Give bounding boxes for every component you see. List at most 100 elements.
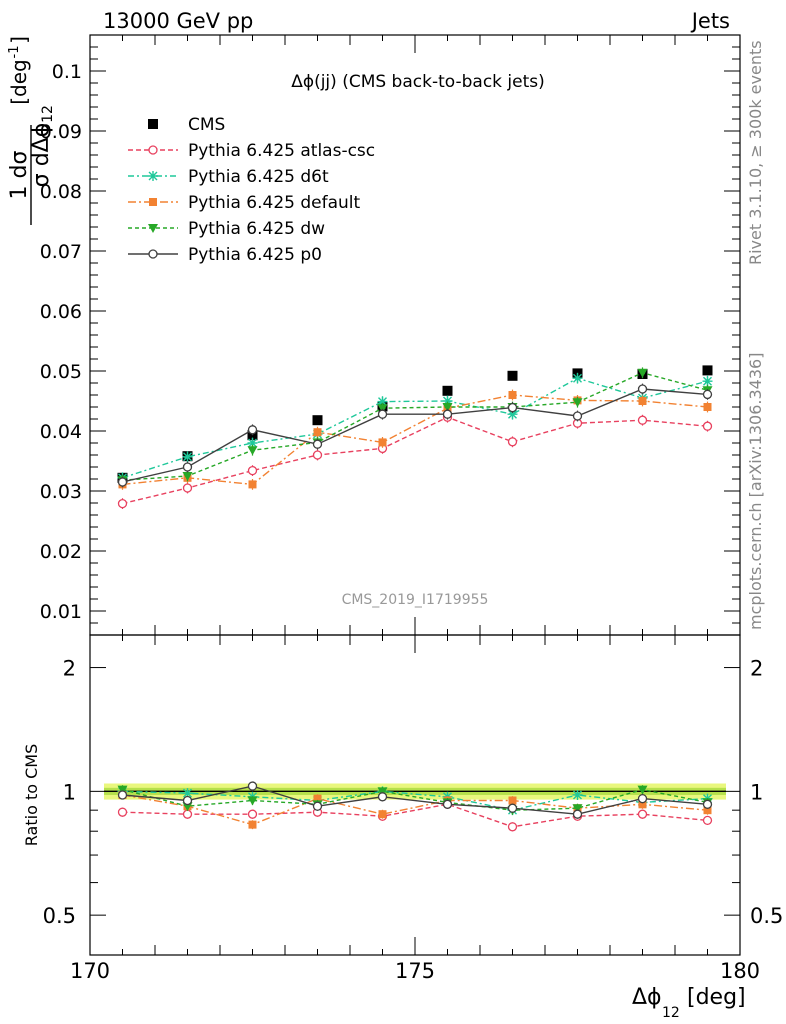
ratio-series-layer [117, 781, 713, 832]
ratio-point-p0 [312, 801, 323, 811]
data-point-default [638, 397, 647, 405]
series-line-default [122, 394, 708, 486]
ratio-line-atlas_csc [122, 803, 708, 828]
ratio-y-tick-label-right: 0.5 [750, 904, 783, 928]
data-point-default [313, 428, 322, 437]
data-point-dw [377, 404, 388, 414]
legend-entry-cms: CMS [148, 115, 225, 135]
x-tick-label: 175 [395, 959, 435, 983]
data-point-default [378, 438, 387, 447]
ratio-point-atlas_csc [182, 809, 193, 819]
ratio-point-atlas_csc [637, 809, 648, 819]
ratio-point-default [313, 794, 322, 803]
legend-marker-p0 [148, 249, 158, 259]
series-default [118, 389, 712, 490]
data-point-d6t [247, 438, 258, 448]
data-point-default [703, 403, 712, 411]
series-line-atlas_csc [122, 416, 708, 505]
x-label-subscript: 12 [662, 1005, 680, 1021]
y-label-exponent: -1 [7, 46, 22, 59]
header-left-label: 13000 GeV pp [103, 9, 253, 33]
data-point-p0 [572, 411, 583, 421]
ratio-point-p0 [117, 790, 128, 800]
data-point-d6t [182, 451, 193, 462]
data-point-p0 [442, 409, 453, 419]
main-y-tick-label: 0.06 [40, 301, 82, 323]
legend-entry-default: Pythia 6.425 default [128, 193, 361, 213]
ratio-uncertainty-band [104, 783, 726, 800]
series-line-dw [122, 372, 708, 481]
data-point-atlas_csc [182, 483, 193, 493]
ratio-point-default [508, 796, 517, 805]
data-point-dw [637, 368, 648, 378]
ratio-line-p0 [122, 785, 708, 815]
ratio-point-atlas_csc [247, 809, 258, 819]
ratio-point-default [638, 800, 647, 809]
ratio-line-dw [122, 788, 708, 811]
legend-entry-dw: Pythia 6.425 dw [128, 219, 325, 239]
ratio-y-tick-label-right: 1 [750, 780, 763, 804]
main-y-tick-label: 0.05 [40, 361, 82, 383]
ratio-y-tick-label: 2 [63, 657, 76, 681]
ratio-point-d6t [572, 789, 583, 800]
ratio-point-atlas_csc [702, 815, 713, 826]
y-label-close-bracket: ] [7, 36, 31, 44]
mcplots-source-label: mcplots.cern.ch [arXiv:1306.3436] [746, 353, 765, 630]
header-right-label: Jets [690, 9, 730, 33]
main-y-tick-label: 0.09 [40, 121, 82, 143]
ratio-point-p0 [702, 799, 713, 809]
ratio-point-dw [377, 787, 388, 797]
data-point-default [508, 391, 517, 399]
data-point-d6t [442, 396, 453, 406]
y-label-denominator: σ dΔϕ [29, 123, 54, 187]
data-point-d6t [702, 376, 713, 387]
ratio-point-default [703, 806, 712, 815]
ratio-point-dw [117, 785, 128, 795]
data-point-p0 [312, 439, 323, 449]
ratio-point-default [248, 820, 257, 829]
ratio-point-dw [572, 804, 583, 814]
ratio-point-dw [637, 785, 648, 795]
main-y-axis-label: 1 dσ σ dΔϕ 12 [deg -1 ] [7, 36, 56, 225]
ratio-axis-ticks: 0.5 0.5 1 1 2 2 170 175 180 [43, 635, 783, 983]
ratio-point-default [378, 810, 387, 819]
ratio-y-tick-label-right: 2 [750, 657, 763, 681]
legend-marker-dw [148, 224, 158, 233]
main-y-tick-label: 0.01 [40, 601, 82, 623]
data-point-atlas_csc [702, 421, 713, 431]
series-cms [117, 365, 713, 483]
data-point-p0 [377, 409, 388, 419]
ratio-point-dw [247, 796, 258, 806]
main-y-tick-label: 0.02 [40, 541, 82, 563]
y-label-subscript: 12 [40, 105, 56, 123]
legend: CMS Pythia 6.425 atlas-csc Pythia 6.425 d6… [128, 115, 375, 265]
legend-label: Pythia 6.425 d6t [188, 167, 329, 187]
x-tick-label: 170 [70, 959, 110, 983]
legend-label: Pythia 6.425 p0 [188, 245, 322, 265]
main-y-tick-label: 0.04 [40, 421, 82, 443]
data-point-dw [442, 403, 453, 412]
data-point-dw [182, 472, 193, 481]
data-point-cms [442, 385, 453, 396]
data-point-d6t [507, 409, 518, 420]
legend-entry-d6t: Pythia 6.425 d6t [128, 167, 329, 187]
analysis-watermark: CMS_2019_I1719955 [342, 592, 489, 608]
y-label-numerator: 1 dσ [7, 150, 32, 199]
legend-marker-default [149, 198, 157, 206]
legend-marker-atlas_csc [148, 145, 158, 155]
ratio-point-p0 [247, 781, 258, 791]
data-point-p0 [247, 425, 258, 435]
data-point-default [248, 480, 257, 489]
main-y-tick-label: 0.08 [40, 181, 82, 203]
ratio-point-p0 [182, 795, 193, 806]
series-line-p0 [122, 388, 708, 483]
x-label-symbol: Δϕ [632, 985, 662, 1010]
ratio-y-tick-label: 1 [63, 780, 76, 804]
legend-label: Pythia 6.425 atlas-csc [188, 141, 375, 161]
x-axis-label: Δϕ 12 [deg] [632, 985, 746, 1021]
legend-marker-cms [148, 119, 158, 129]
legend-marker-d6t [148, 171, 158, 181]
ratio-point-p0 [377, 792, 388, 802]
legend-entry-p0: Pythia 6.425 p0 [128, 245, 322, 265]
